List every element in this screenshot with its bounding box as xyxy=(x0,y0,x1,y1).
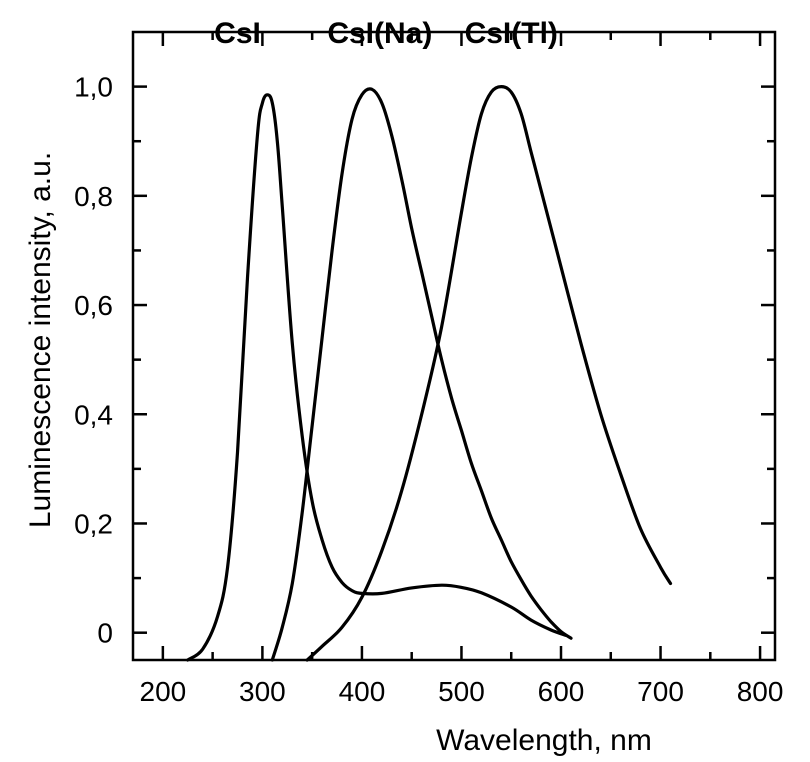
x-tick-label: 200 xyxy=(140,676,187,707)
series-line-csi-tl xyxy=(305,85,673,662)
y-axis-title: Luminescence intensity, a.u. xyxy=(24,152,57,528)
x-tick-label: 400 xyxy=(339,676,386,707)
tick-labels: 200 300 400 500 600 700 800 0 0,2 0,4 0,6 0,8 1,0 xyxy=(74,72,783,707)
x-tick-label: 800 xyxy=(737,676,784,707)
series-label-csi: CsI xyxy=(214,17,261,50)
series-label-csi-tl: CsI(Tl) xyxy=(465,17,558,50)
y-tick-label: 0,6 xyxy=(74,290,113,321)
series-line-csi-na xyxy=(270,87,573,662)
x-tick-label: 500 xyxy=(438,676,485,707)
series-label-csi-na: CsI(Na) xyxy=(327,17,432,50)
series-curves xyxy=(186,85,673,662)
x-axis-title: Wavelength, nm xyxy=(436,724,652,757)
series-line-csi xyxy=(186,93,568,662)
axis-ticks xyxy=(133,32,775,660)
y-tick-label: 0 xyxy=(97,618,113,649)
x-tick-label: 600 xyxy=(538,676,585,707)
plot-frame xyxy=(131,30,777,662)
x-tick-label: 700 xyxy=(637,676,684,707)
x-tick-label: 300 xyxy=(239,676,286,707)
series-labels: CsI CsI(Na) CsI(Tl) xyxy=(214,17,558,50)
y-tick-label: 0,2 xyxy=(74,508,113,539)
y-tick-label: 0,4 xyxy=(74,399,113,430)
y-tick-label: 1,0 xyxy=(74,72,113,103)
y-tick-label: 0,8 xyxy=(74,181,113,212)
